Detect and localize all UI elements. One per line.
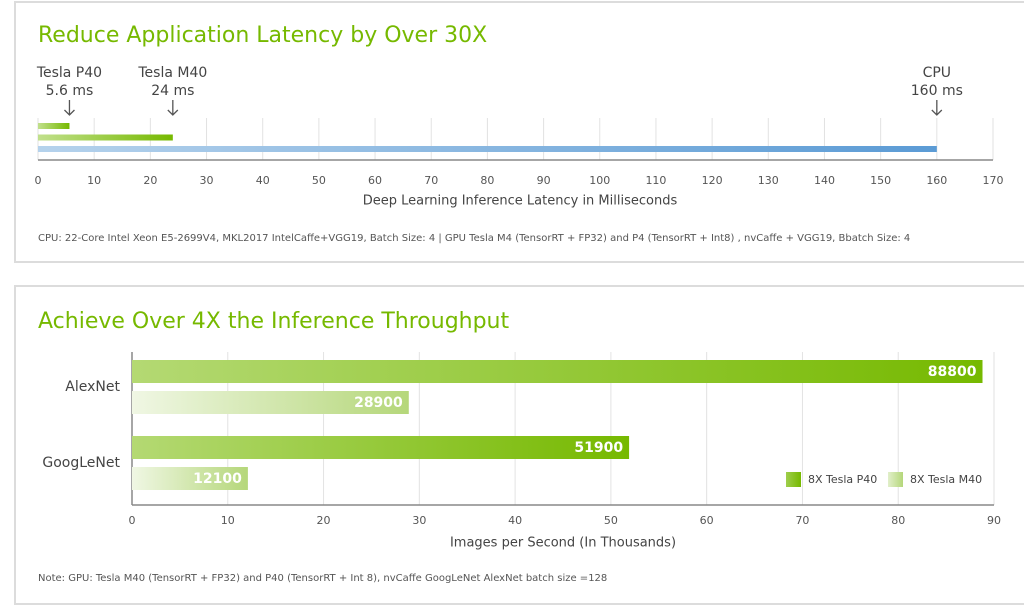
annotation-value: 160 ms [911,83,963,99]
x-axis-label: Deep Learning Inference Latency in Milli… [363,194,678,209]
x-tick-label: 80 [891,514,905,527]
annotation-name: CPU [923,65,951,81]
note: Note: GPU: Tesla M40 (TensorRT + FP32) a… [38,573,607,584]
x-tick-label: 40 [508,514,522,527]
x-tick-label: 0 [35,174,42,187]
x-tick-label: 10 [221,514,235,527]
y-tick-label: GoogLeNet [42,455,120,471]
annotation-value: 5.6 ms [46,83,94,99]
x-tick-label: 120 [702,174,723,187]
chart-title: Reduce Application Latency by Over 30X [38,23,487,48]
bar [132,391,409,414]
x-tick-label: 90 [537,174,551,187]
x-tick-label: 100 [589,174,610,187]
x-tick-label: 50 [312,174,326,187]
x-tick-label: 40 [256,174,270,187]
data-label: 28900 [354,395,403,411]
legend-swatch [888,472,903,487]
x-tick-label: 140 [814,174,835,187]
annotation-arrow [167,100,179,116]
x-tick-label: 60 [700,514,714,527]
x-tick-label: 70 [795,514,809,527]
x-tick-label: 110 [645,174,666,187]
x-tick-label: 30 [200,174,214,187]
panel [14,1,1024,263]
x-tick-label: 50 [604,514,618,527]
chart-title: Achieve Over 4X the Inference Throughput [38,309,510,334]
legend-label: 8X Tesla M40 [910,473,982,486]
legend-label: 8X Tesla P40 [808,473,877,486]
x-tick-label: 70 [424,174,438,187]
bar [38,134,173,141]
legend-swatch [786,472,801,487]
bar [132,467,248,490]
note: CPU: 22-Core Intel Xeon E5-2699V4, MKL20… [38,233,910,244]
bar [132,360,983,383]
x-tick-label: 170 [983,174,1004,187]
bar [38,146,937,152]
x-tick-label: 0 [129,514,136,527]
x-tick-label: 60 [368,174,382,187]
x-tick-label: 160 [926,174,947,187]
data-label: 88800 [928,364,977,380]
y-tick-label: AlexNet [65,379,120,395]
x-tick-label: 130 [758,174,779,187]
x-tick-label: 10 [87,174,101,187]
x-tick-label: 20 [143,174,157,187]
x-tick-label: 30 [412,514,426,527]
bar [132,436,630,459]
x-axis-label: Images per Second (In Thousands) [450,536,676,551]
annotation-arrow [931,100,943,116]
data-label: 12100 [193,471,242,487]
annotation-arrow [63,100,75,116]
annotation-name: Tesla P40 [36,65,102,81]
data-label: 51900 [574,440,623,456]
x-tick-label: 90 [987,514,1001,527]
annotation-value: 24 ms [151,83,194,99]
annotation-name: Tesla M40 [137,65,207,81]
x-tick-label: 20 [317,514,331,527]
x-tick-label: 150 [870,174,891,187]
x-tick-label: 80 [480,174,494,187]
bar [38,123,70,129]
